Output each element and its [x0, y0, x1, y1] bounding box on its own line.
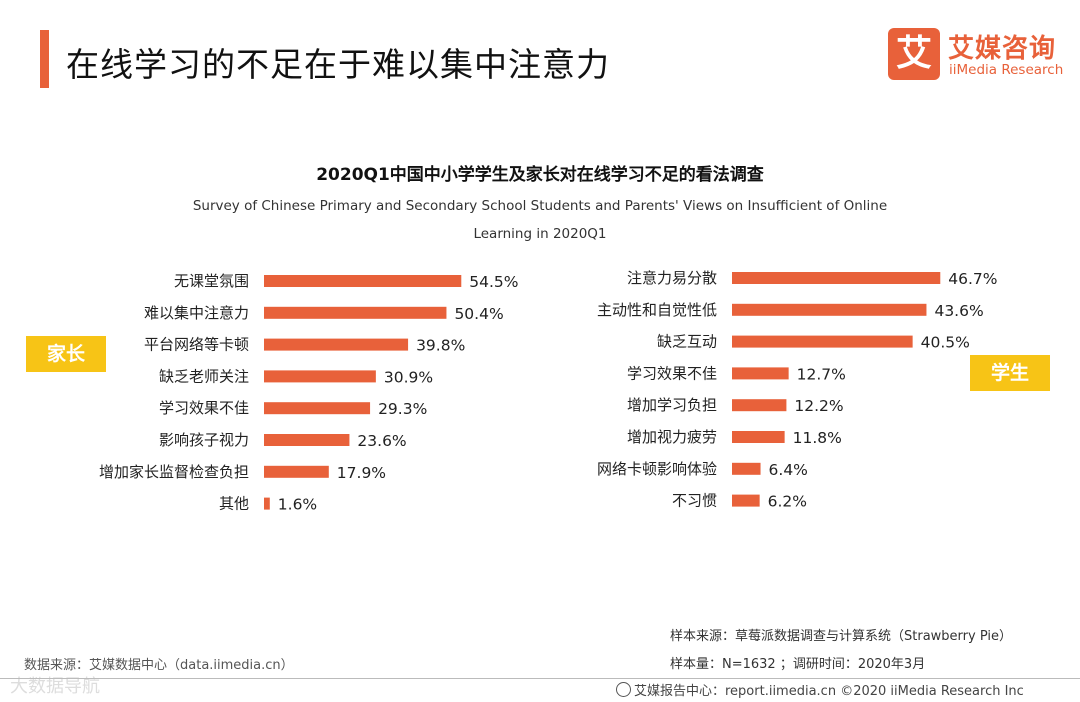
students-tag: 学生 — [970, 355, 1050, 391]
parents-value-label: 17.9% — [337, 464, 386, 482]
students-value-label: 46.7% — [948, 270, 997, 288]
students-value-label: 43.6% — [934, 302, 983, 320]
students-bar — [732, 335, 913, 348]
parents-category-label: 影响孩子视力 — [159, 431, 249, 449]
footer-divider — [0, 678, 1080, 679]
report-center: 艾媒报告中心：report.iimedia.cn ©2020 iiMedia R… — [616, 680, 1024, 699]
students-bar — [732, 399, 787, 412]
parents-value-label: 50.4% — [454, 305, 503, 323]
students-value-label: 12.2% — [794, 397, 843, 415]
sample-size: 样本量：N=1632 ；调研时间：2020年3月 — [670, 657, 926, 672]
students-category-label: 增加学习负担 — [627, 396, 717, 414]
parents-category-label: 其他 — [219, 495, 249, 513]
students-category-label: 学习效果不佳 — [627, 364, 717, 382]
students-value-label: 6.2% — [768, 493, 807, 511]
parents-category-label: 增加家长监督检查负担 — [99, 463, 249, 481]
students-value-label: 40.5% — [921, 334, 970, 352]
students-bar — [732, 367, 789, 380]
chart-title: 2020Q1中国中小学学生及家长对在线学习不足的看法调查 — [316, 165, 764, 185]
students-category-label: 注意力易分散 — [627, 269, 717, 287]
logo-chinese-name: 艾媒咨询 — [948, 34, 1057, 64]
parents-category-label: 缺乏老师关注 — [159, 367, 249, 385]
data-source: 数据来源：艾媒数据中心（data.iimedia.cn） — [24, 658, 294, 673]
parents-value-label: 54.5% — [469, 273, 518, 291]
students-category-label: 主动性和自觉性低 — [597, 301, 717, 319]
parents-bar — [264, 465, 329, 478]
parents-category-label: 难以集中注意力 — [144, 304, 249, 322]
logo-mark: 艾 — [888, 28, 940, 80]
parents-tag: 家长 — [26, 336, 106, 372]
students-bar — [732, 431, 785, 443]
students-bar — [732, 494, 760, 507]
parents-bar — [264, 370, 376, 383]
parents-category-label: 学习效果不佳 — [159, 399, 249, 417]
logo-english-name: iiMedia Research — [949, 62, 1064, 78]
parents-category-label: 平台网络等卡顿 — [144, 336, 249, 354]
students-category-label: 缺乏互动 — [657, 333, 717, 351]
parents-value-label: 1.6% — [278, 496, 317, 514]
title-accent-bar — [40, 30, 49, 88]
report-center-text: 艾媒报告中心：report.iimedia.cn ©2020 iiMedia R… — [634, 684, 1024, 699]
parents-value-label: 23.6% — [357, 432, 406, 450]
students-category-label: 增加视力疲劳 — [627, 428, 717, 446]
students-category-label: 不习惯 — [672, 492, 717, 510]
watermark: 大数据导航 — [10, 676, 100, 697]
parents-bar — [264, 275, 462, 287]
parents-bar — [264, 497, 270, 510]
sample-source: 样本来源：草莓派数据调查与计算系统（Strawberry Pie） — [670, 629, 1012, 644]
students-bar — [732, 303, 927, 316]
students-category-label: 网络卡顿影响体验 — [597, 460, 717, 478]
students-value-label: 12.7% — [797, 365, 846, 383]
parents-bar — [264, 306, 447, 319]
parents-bar — [264, 338, 409, 351]
parents-category-label: 无课堂氛围 — [174, 272, 249, 290]
parents-value-label: 39.8% — [416, 337, 465, 355]
chart-subtitle: Survey of Chinese Primary and Secondary … — [150, 192, 930, 248]
parents-value-label: 30.9% — [384, 368, 433, 386]
students-bar — [732, 462, 761, 475]
globe-icon — [616, 682, 631, 697]
students-bar — [732, 272, 941, 284]
iimedia-logo: 艾 艾媒咨询 iiMedia Research — [888, 28, 1063, 84]
parents-bar — [264, 402, 371, 415]
chart-subtitle-line2: Learning in 2020Q1 — [473, 226, 607, 242]
chart-subtitle-line1: Survey of Chinese Primary and Secondary … — [192, 198, 888, 214]
students-value-label: 11.8% — [793, 429, 842, 447]
students-value-label: 6.4% — [769, 461, 808, 479]
parents-bar — [264, 434, 350, 446]
page-title: 在线学习的不足在于难以集中注意力 — [66, 45, 610, 84]
parents-value-label: 29.3% — [378, 400, 427, 418]
